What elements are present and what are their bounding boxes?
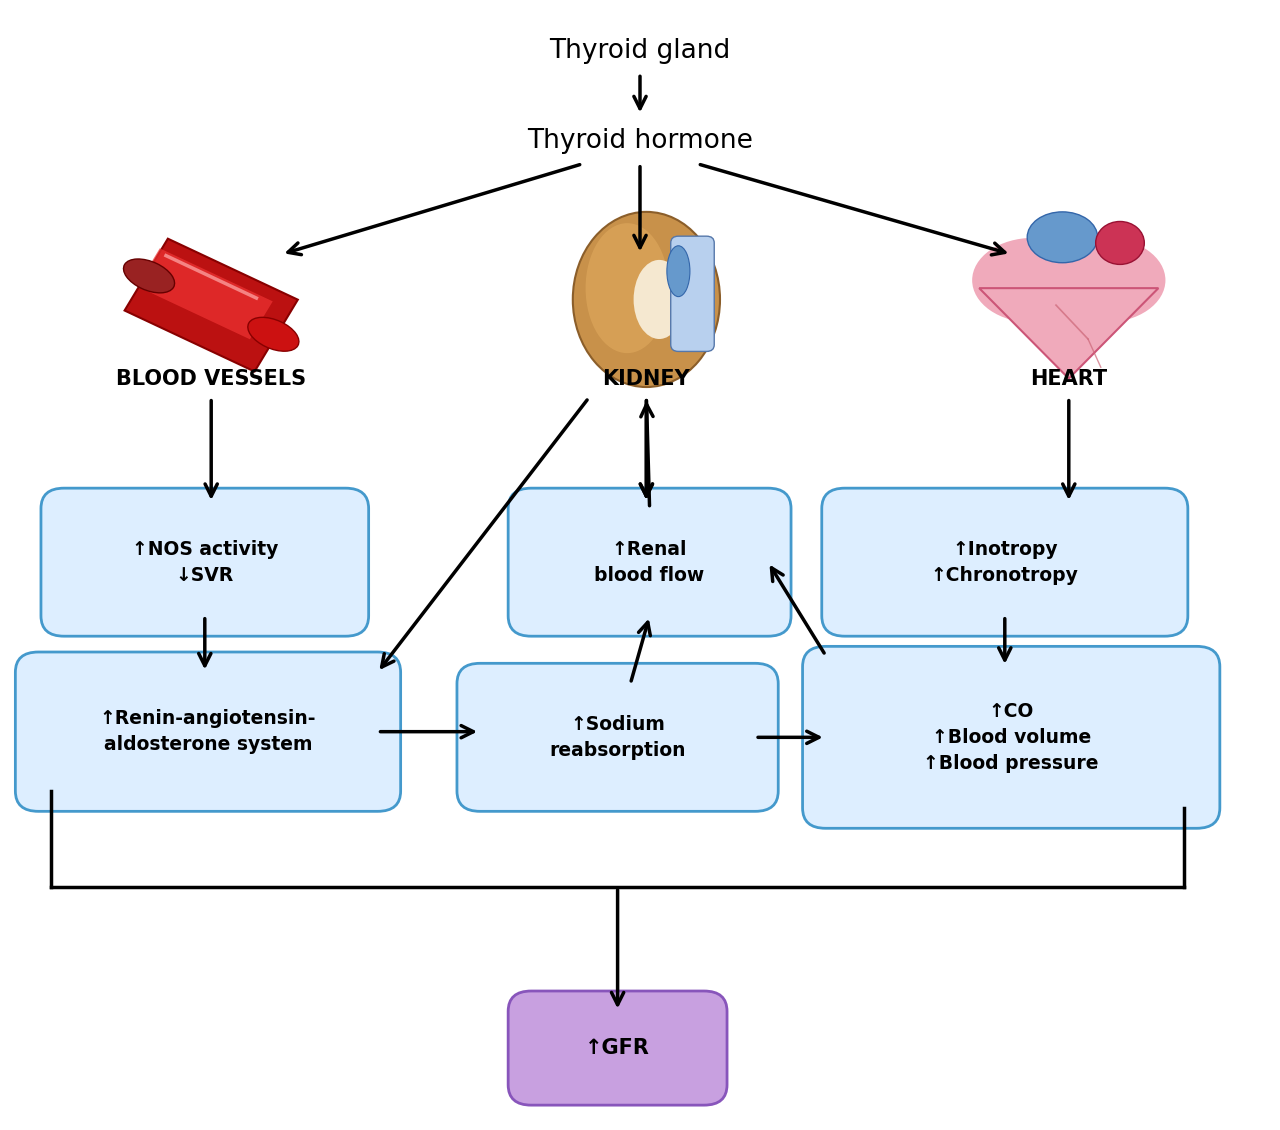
Text: HEART: HEART <box>1030 368 1107 389</box>
FancyBboxPatch shape <box>803 646 1220 828</box>
Ellipse shape <box>667 246 690 296</box>
Text: ↑Inotropy
↑Chronotropy: ↑Inotropy ↑Chronotropy <box>931 540 1079 584</box>
Polygon shape <box>124 238 298 372</box>
Text: Thyroid gland: Thyroid gland <box>549 37 731 64</box>
FancyBboxPatch shape <box>15 652 401 811</box>
Text: Thyroid hormone: Thyroid hormone <box>527 128 753 155</box>
FancyBboxPatch shape <box>41 488 369 636</box>
FancyBboxPatch shape <box>508 991 727 1105</box>
Ellipse shape <box>1044 237 1165 323</box>
FancyBboxPatch shape <box>508 488 791 636</box>
FancyBboxPatch shape <box>671 236 714 351</box>
Polygon shape <box>137 249 273 339</box>
FancyBboxPatch shape <box>457 663 778 811</box>
Ellipse shape <box>248 318 300 351</box>
Text: ↑Renal
blood flow: ↑Renal blood flow <box>594 540 705 584</box>
Ellipse shape <box>586 224 669 353</box>
Ellipse shape <box>1096 221 1144 264</box>
Ellipse shape <box>123 259 174 293</box>
Text: ↑Sodium
reabsorption: ↑Sodium reabsorption <box>549 715 686 759</box>
Text: ↑GFR: ↑GFR <box>585 1038 650 1058</box>
Text: ↑CO
↑Blood volume
↑Blood pressure: ↑CO ↑Blood volume ↑Blood pressure <box>923 702 1100 773</box>
Ellipse shape <box>973 237 1093 323</box>
Ellipse shape <box>573 212 719 388</box>
Ellipse shape <box>1027 212 1097 262</box>
Text: BLOOD VESSELS: BLOOD VESSELS <box>116 368 306 389</box>
Polygon shape <box>979 288 1158 379</box>
Ellipse shape <box>634 260 685 339</box>
FancyBboxPatch shape <box>822 488 1188 636</box>
Text: KIDNEY: KIDNEY <box>603 368 690 389</box>
Text: ↑NOS activity
↓SVR: ↑NOS activity ↓SVR <box>132 540 278 584</box>
Text: ↑Renin-angiotensin-
aldosterone system: ↑Renin-angiotensin- aldosterone system <box>100 710 316 754</box>
